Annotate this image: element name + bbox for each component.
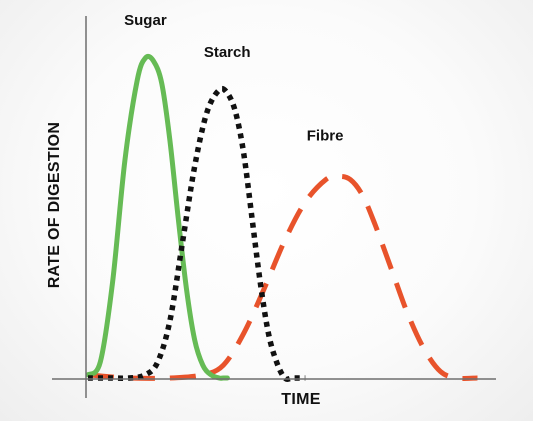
x-axis-label: TIME (281, 391, 320, 408)
series-label-fibre: Fibre (307, 127, 344, 144)
y-axis-label: RATE OF DIGESTION (46, 122, 63, 289)
series-line-fibre (87, 173, 478, 381)
series-line-starch (87, 85, 306, 382)
series-line-sugar (85, 53, 230, 381)
series-label-sugar: Sugar (124, 12, 167, 29)
series-label-starch: Starch (204, 44, 251, 61)
label-layer: RATE OF DIGESTION TIME Sugar Starch Fibr… (46, 12, 343, 408)
series-layer (85, 53, 478, 382)
axes-layer (52, 16, 496, 398)
